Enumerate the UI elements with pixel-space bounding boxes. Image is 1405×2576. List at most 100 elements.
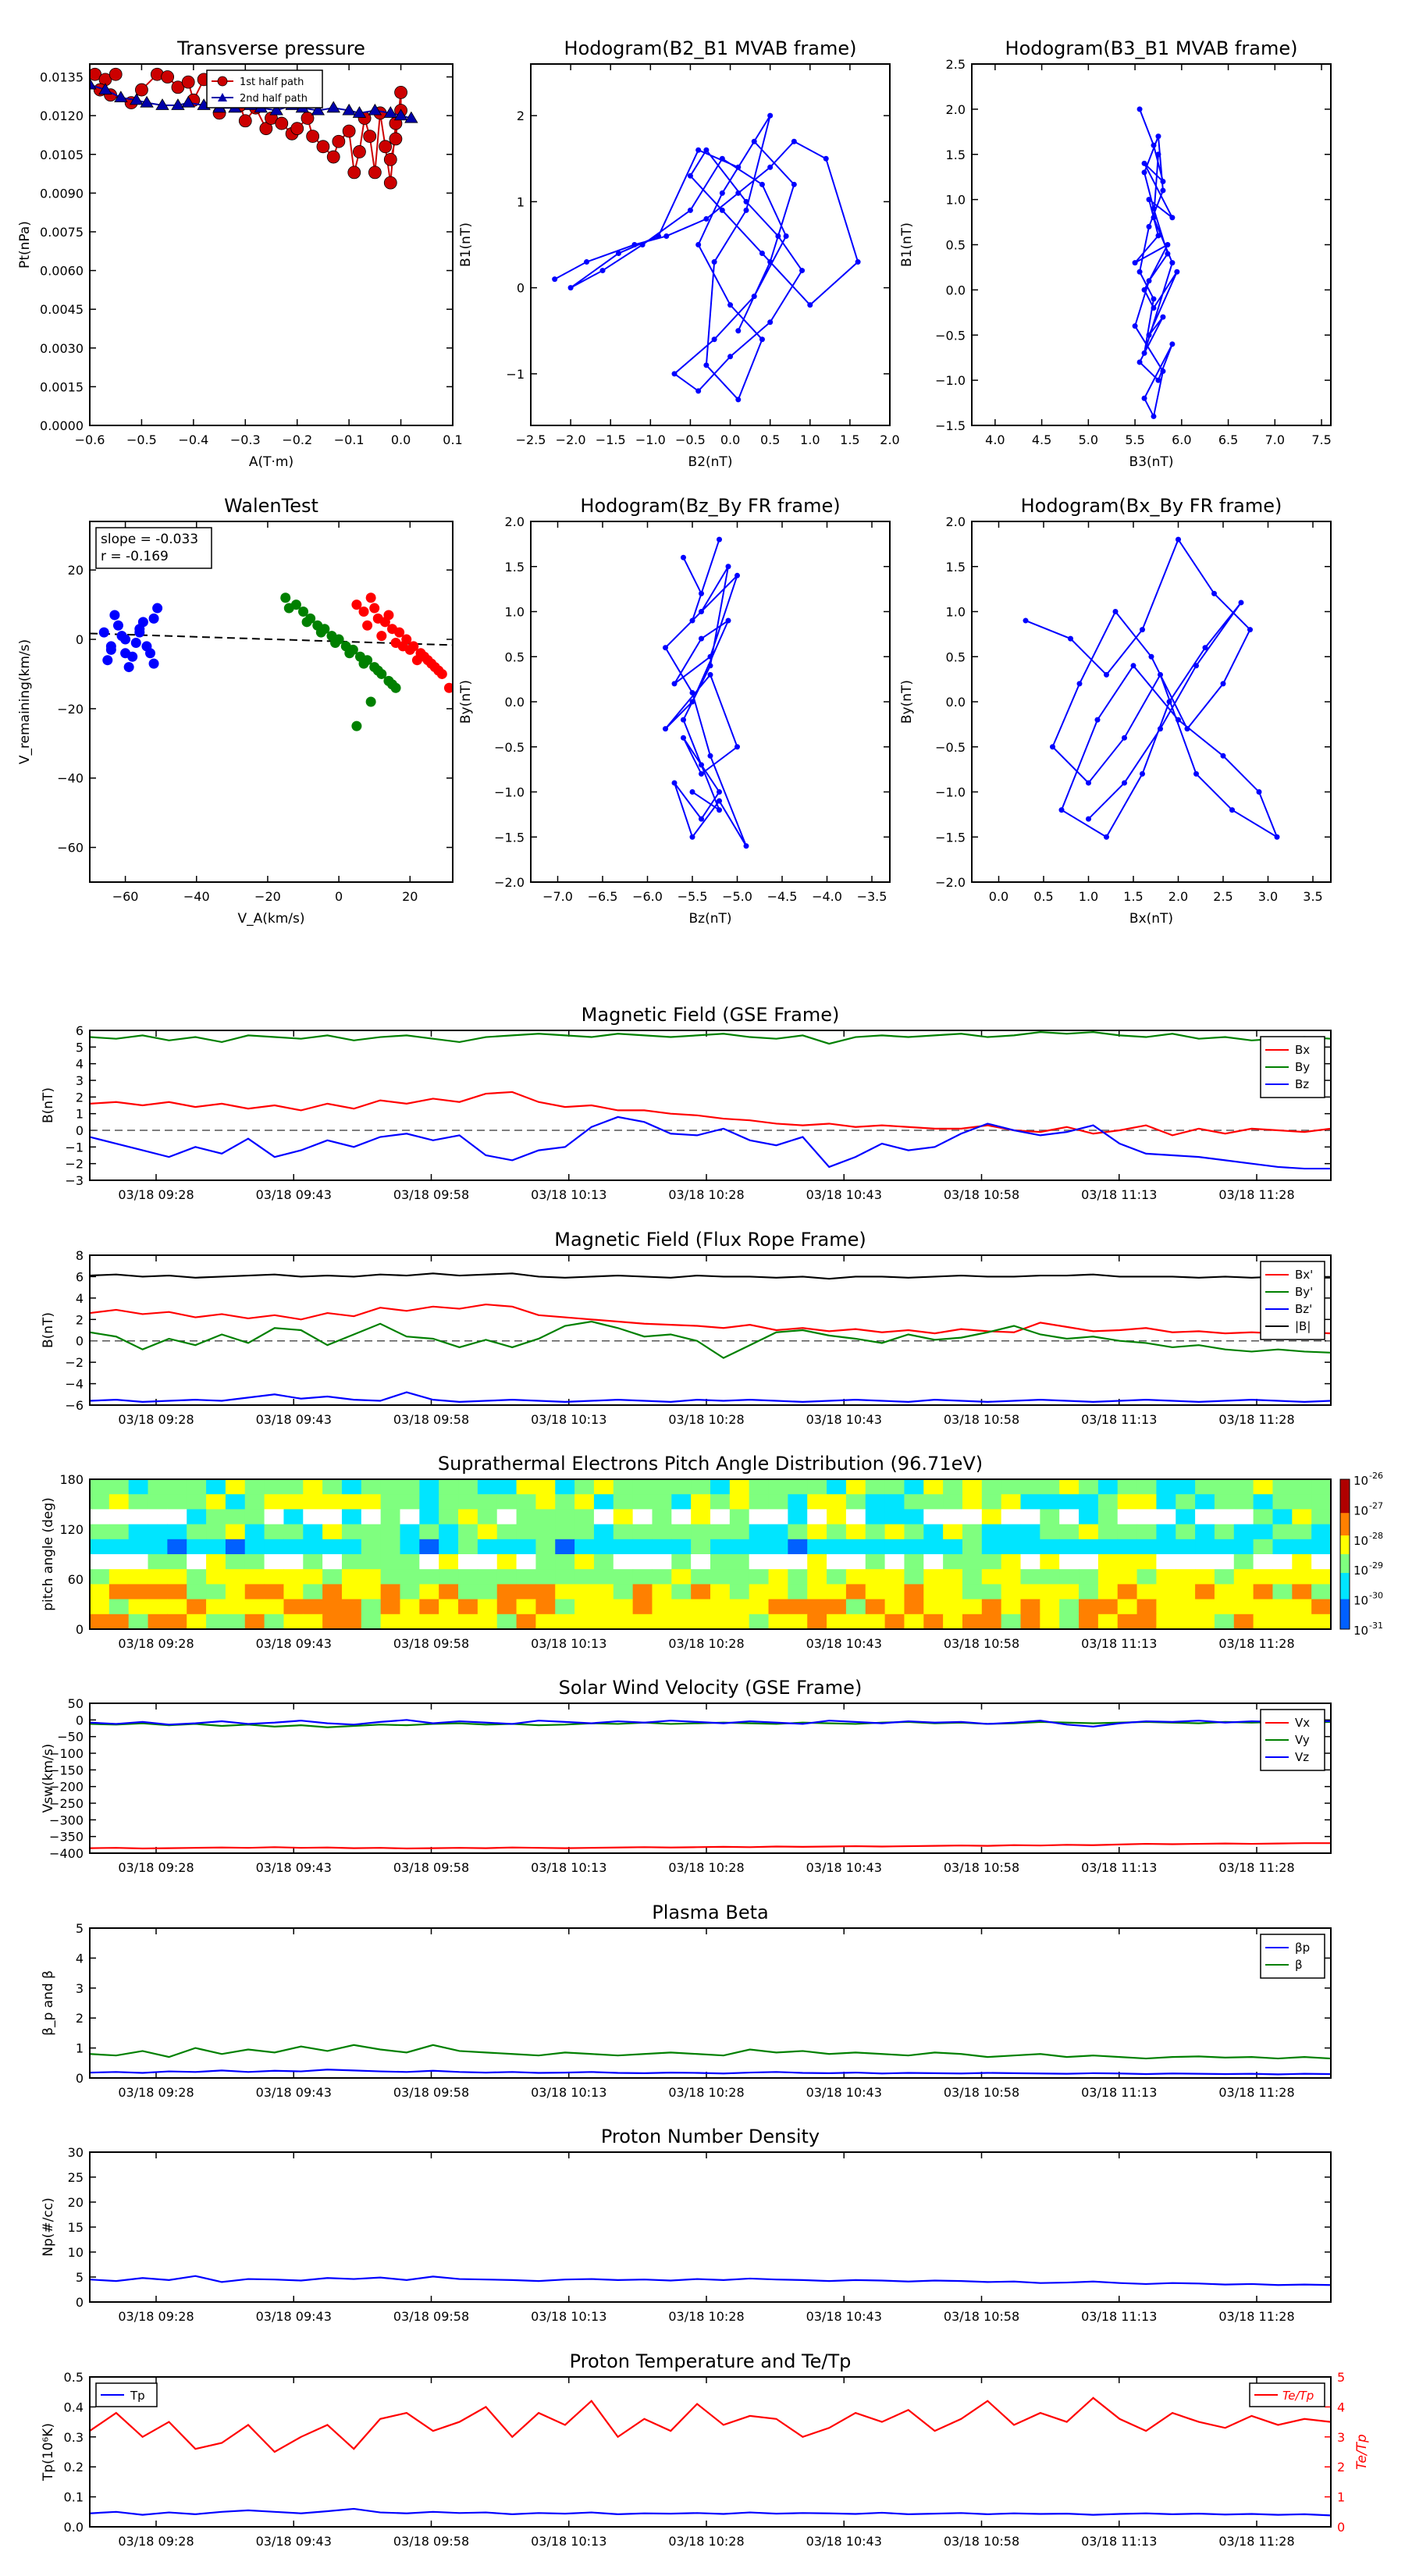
hodo_bzby-point <box>707 671 713 678</box>
pad-cell <box>283 1584 304 1600</box>
mag_fr-ytick-label: 6 <box>76 1269 84 1284</box>
pad-cell <box>148 1554 168 1570</box>
pad-cell <box>477 1599 498 1615</box>
pad-cell <box>341 1479 362 1495</box>
beta-xtick-label: 03/18 10:13 <box>531 2085 606 2100</box>
pad-cell <box>187 1524 207 1540</box>
mag_gse-ylabel: B(nT) <box>41 1087 56 1123</box>
hodo_bzby-panel: Hodogram(Bz_By FR frame) −7.0 −6.5 −6.0 −5.5… <box>458 495 891 927</box>
walen-point <box>148 613 159 624</box>
pad-cell <box>439 1479 459 1495</box>
pad-colorbar-cell <box>1340 1554 1350 1559</box>
hodo_b3b1-ytick-label: −1.0 <box>935 373 966 388</box>
walen-xtick-label: −20 <box>254 889 281 904</box>
transverse-point <box>383 106 397 118</box>
transverse-point <box>383 176 397 190</box>
hodo_b3b1-point <box>1160 314 1166 320</box>
pad-cell <box>341 1509 362 1525</box>
pad-cell <box>419 1614 439 1629</box>
pad-cell <box>632 1479 653 1495</box>
walen-point <box>369 603 380 614</box>
walen-point <box>443 682 453 693</box>
pad-cell <box>1079 1524 1099 1540</box>
vsw-xtick-label: 03/18 09:28 <box>118 1860 194 1875</box>
vsw-ytick-label: 50 <box>68 1696 84 1711</box>
beta-ytick-label: 0 <box>76 2071 84 2086</box>
hodo_b2b1-point <box>719 190 725 196</box>
pad-cell <box>710 1554 731 1570</box>
pad-cell <box>671 1524 692 1540</box>
pad-cell <box>981 1614 1002 1629</box>
pad-cell <box>496 1599 518 1615</box>
hodo_bxby-point <box>1094 717 1101 723</box>
transverse-point <box>383 152 397 166</box>
pad-cell <box>943 1494 963 1510</box>
pad-cell <box>710 1584 731 1600</box>
transverse-point <box>275 116 289 130</box>
vsw-xtick-label: 03/18 09:43 <box>256 1860 332 1875</box>
hodo_bxby-point <box>1122 780 1127 786</box>
tp-legend-left-label: Tp <box>130 2389 145 2403</box>
transverse-point <box>171 98 185 110</box>
pad-cell <box>729 1554 750 1570</box>
transverse-ytick-label: 0.0090 <box>40 186 84 201</box>
pad-cell <box>477 1494 498 1510</box>
transverse-xlabel: A(T·m) <box>249 454 293 470</box>
pad-cell <box>962 1539 983 1555</box>
hodo_bxby-point <box>1166 699 1172 705</box>
mag_gse-xtick-label: 03/18 09:58 <box>393 1187 469 1202</box>
tp-ytick-right-label: 5 <box>1337 2370 1345 2385</box>
hodo_bxby-ytick-label: −0.5 <box>935 740 966 755</box>
pad-cell <box>691 1494 711 1510</box>
hodo_bzby-ytick-label: −0.5 <box>494 740 525 755</box>
pad-cell <box>884 1614 905 1629</box>
pad-cell <box>981 1509 1002 1525</box>
pad-cell <box>923 1509 944 1525</box>
hodo_b2b1-ytick-label: 0 <box>517 281 525 296</box>
pad-cell <box>128 1614 149 1629</box>
pad-cell <box>380 1539 401 1555</box>
hodo_b3b1-point <box>1151 296 1157 302</box>
pad-cell <box>981 1554 1002 1570</box>
hodo_b2b1-point <box>727 354 734 360</box>
hodo_bxby-panel: Hodogram(Bx_By FR frame) 0.0 0.5 1.0 1.5 2.0 2… <box>899 495 1332 927</box>
pad-cell <box>1097 1509 1119 1525</box>
transverse-point <box>316 140 330 154</box>
pad-cell <box>1292 1539 1312 1555</box>
pad-cell <box>845 1614 866 1629</box>
pad-cell <box>1253 1509 1274 1525</box>
mag_fr-legend-label: |B| <box>1295 1319 1311 1333</box>
pad-cell <box>729 1569 750 1585</box>
pad-cell <box>788 1509 808 1525</box>
transverse-point <box>404 111 418 123</box>
pad-cell <box>535 1584 556 1600</box>
pad-plot-area <box>90 1479 1331 1629</box>
pad-cell <box>1136 1509 1158 1525</box>
pad-cell <box>729 1524 750 1540</box>
hodo_b3b1-point <box>1146 197 1152 203</box>
hodo_b2b1-xlabel: B2(nT) <box>688 454 733 470</box>
pad-cell <box>380 1554 401 1570</box>
pad-colorbar-cell <box>1340 1501 1350 1507</box>
mag_fr-ytick-label: −4 <box>65 1377 84 1392</box>
mag_gse-ytick-label: −3 <box>65 1173 84 1188</box>
mag_gse-xtick-label: 03/18 11:13 <box>1081 1187 1157 1202</box>
pad-cell <box>477 1614 498 1629</box>
pad-cell <box>923 1599 944 1615</box>
pad-cell <box>322 1569 343 1585</box>
pad-cell <box>148 1539 168 1555</box>
pad-cell <box>225 1584 246 1600</box>
pad-cell <box>904 1509 924 1525</box>
pad-cell <box>1195 1509 1215 1525</box>
pad-cell <box>1292 1584 1312 1600</box>
pad-cell <box>244 1554 265 1570</box>
mag_fr-ytick-label: −6 <box>65 1398 84 1413</box>
pad-cell <box>1001 1509 1022 1525</box>
pad-cell <box>400 1479 420 1495</box>
pad-cell <box>1079 1539 1099 1555</box>
pad-cell <box>108 1614 130 1629</box>
pad-cell <box>148 1509 168 1525</box>
hodo_b2b1-ytick-label: 2 <box>517 109 525 123</box>
beta-ytick-label: 3 <box>76 1981 84 1996</box>
mag_gse-ytick-label: 0 <box>76 1123 84 1138</box>
